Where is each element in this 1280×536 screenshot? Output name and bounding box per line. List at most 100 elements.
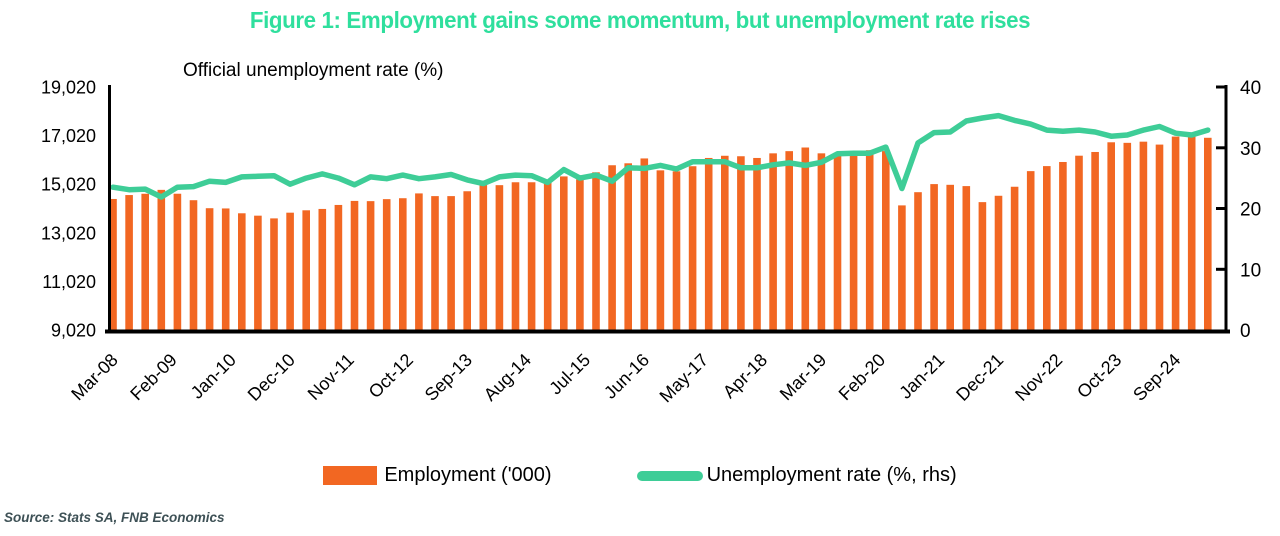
employment-bar [431,196,439,331]
employment-bar [801,147,810,331]
employment-bar [1107,142,1115,331]
employment-bar [447,196,455,331]
employment-bar [753,157,761,331]
employment-bar [302,210,310,331]
employment-bar-swatch [323,466,378,485]
y-left-tick-label: 13,020 [41,223,96,243]
x-axis-tick-label: Dec-21 [952,350,1007,405]
employment-bar [415,193,423,331]
y-left-tick-label: 11,020 [42,272,96,292]
employment-bar [1043,166,1051,331]
employment-bar [350,200,359,331]
employment-bar [205,208,214,331]
employment-bar [382,199,391,331]
employment-bar [366,201,375,331]
employment-bar [817,153,826,331]
y-right-tick-label: 20 [1240,200,1261,221]
employment-bar [656,170,665,331]
employment-bar [640,158,649,331]
employment-bar [173,193,182,331]
y-right-tick-label: 40 [1240,78,1261,99]
chart-legend: Employment ('000) Unemployment rate (%, … [0,464,1280,487]
employment-bar [737,156,745,331]
employment-bar [1155,144,1164,331]
x-axis-tick-label: Jul-15 [545,350,594,399]
employment-bar [930,184,938,331]
x-axis-tick-label: Jun-16 [600,350,653,403]
y-left-tick-label: 15,020 [41,175,96,195]
employment-bar [286,212,294,331]
employment-bar [141,193,149,331]
y-left-tick-label: 19,020 [41,78,96,98]
employment-bar [994,195,1003,331]
employment-bar [914,192,922,331]
employment-bar [624,163,632,331]
employment-bar [978,202,987,331]
x-axis-tick-label: Mar-19 [776,350,830,404]
employment-bar [704,157,713,331]
employment-bar [1123,142,1132,331]
employment-bar [721,155,729,331]
source-note: Source: Stats SA, FNB Economics [4,510,225,525]
employment-bar [785,151,793,331]
employment-bar [463,191,471,331]
y-right-tick-label: 30 [1240,139,1261,160]
employment-bar [125,195,133,331]
employment-bar [865,150,874,331]
employment-bar [849,151,858,331]
employment-bar [511,182,520,331]
employment-bar [688,166,697,331]
employment-bar [1059,161,1067,331]
x-axis-tick-label: Feb-20 [835,350,889,404]
inner-axis-title: Official unemployment rate (%) [183,60,444,81]
employment-bar [769,153,777,331]
x-axis-tick-label: Sep-24 [1129,350,1184,405]
legend-unemployment-label: Unemployment rate (%, rhs) [706,464,957,486]
employment-bar [672,171,681,331]
x-axis-tick-label: May-17 [656,350,713,407]
employment-bar [962,186,971,331]
employment-bar [399,198,407,331]
employment-bar [270,218,278,331]
x-axis-tick-label: Dec-10 [244,350,299,405]
employment-bar [592,172,600,331]
x-axis-tick-label: Nov-22 [1011,350,1066,405]
employment-bar [576,179,584,331]
employment-bar [543,180,552,331]
x-axis-tick-label: Jan-10 [187,350,240,403]
employment-bar [1010,186,1019,331]
y-left-tick-label: 9,020 [51,321,96,341]
employment-bar [527,182,536,331]
x-axis-tick-label: Apr-18 [719,350,771,402]
x-axis-tick-label: Nov-11 [304,350,358,404]
x-axis-tick-label: Oct-12 [365,350,417,402]
employment-bar [221,208,230,331]
x-axis-tick-label: Feb-09 [126,350,180,404]
employment-bar [882,151,890,331]
employment-bar [157,189,166,331]
employment-bar [898,205,906,331]
x-axis-tick-label: Mar-08 [67,350,121,404]
y-right-tick-label: 0 [1240,321,1251,342]
employment-bar [1026,171,1035,331]
chart-canvas: 9,020 11,020 13,020 15,020 17,020 19,020 0 10 20… [41,78,1261,407]
employment-bar [109,198,117,331]
employment-bar [1075,155,1083,331]
employment-bar [608,165,616,331]
x-axis-tick-label: Jan-21 [895,350,948,403]
employment-bar [1204,137,1212,331]
legend-employment-label: Employment ('000) [384,464,552,486]
employment-bar [1091,151,1099,331]
legend-item-employment: Employment ('000) [323,464,552,487]
employment-bar [254,215,262,331]
x-axis-tick-label: Aug-14 [480,350,535,405]
employment-bar [1139,141,1148,331]
employment-bar [318,208,327,331]
x-axis-tick-label: Sep-13 [421,350,476,405]
unemployment-line [110,112,1211,200]
employment-bar [560,176,568,331]
x-axis-tick-label: Oct-23 [1073,350,1125,402]
y-right-tick-label: 10 [1240,260,1261,281]
figure-title: Figure 1: Employment gains some momentum… [249,7,1031,33]
